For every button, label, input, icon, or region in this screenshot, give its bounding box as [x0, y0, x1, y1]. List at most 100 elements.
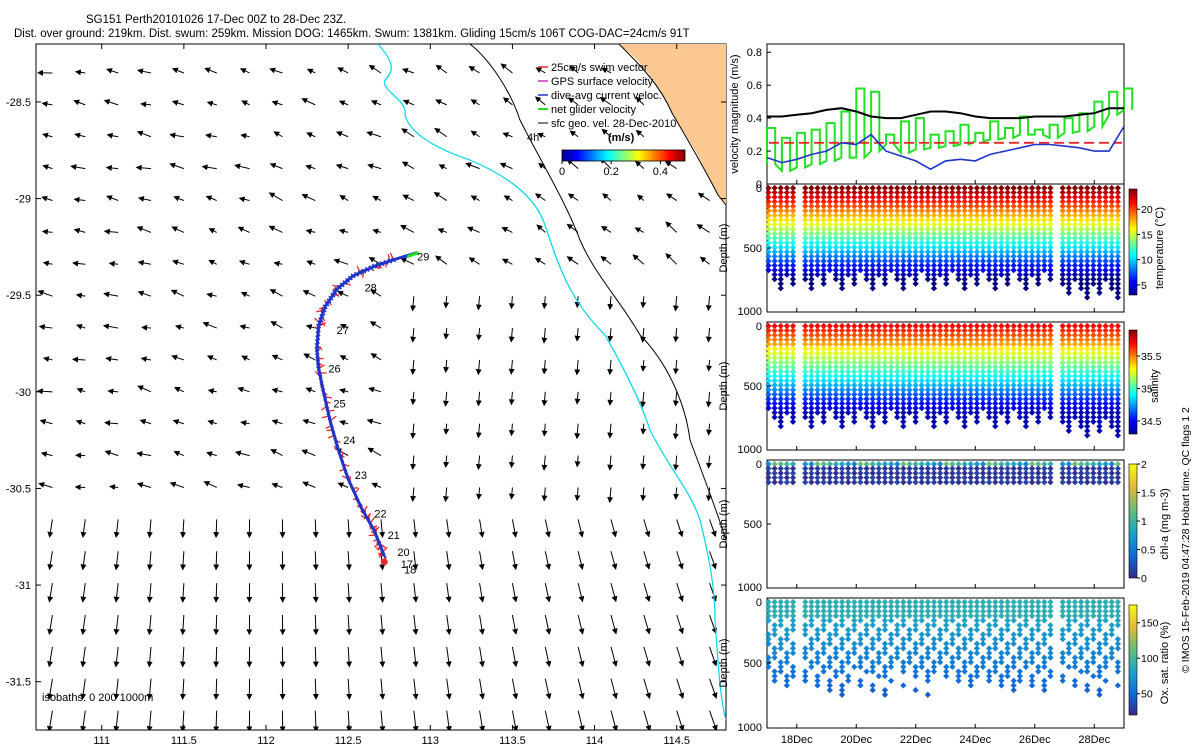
surface-velocity-arrow: [137, 196, 152, 202]
surface-velocity-arrow: [346, 678, 353, 700]
surface-velocity-arrow: [445, 646, 452, 668]
surface-velocity-arrow: [73, 196, 86, 203]
salinity-colorbar-tick-label: 35.5: [1141, 351, 1162, 363]
surface-velocity-arrow: [180, 583, 186, 603]
surface-velocity-arrow: [502, 132, 513, 138]
surface-velocity-arrow: [412, 583, 419, 603]
surface-velocity-arrow: [146, 614, 153, 636]
surface-velocity-arrow: [470, 130, 480, 138]
map-colorbar-tick-label: 0.4: [653, 166, 668, 178]
oxygen-colorbar-tick-label: 100: [1141, 653, 1159, 665]
surface-velocity-arrow: [338, 228, 349, 235]
surface-velocity-arrow: [676, 551, 684, 570]
surface-velocity-arrow: [468, 66, 480, 74]
temperature-sample: [777, 266, 784, 274]
velocity-ytick-label: 0.8: [747, 47, 762, 59]
legend-swim: 25cm/s swim vector: [551, 62, 648, 74]
surface-velocity-arrow: [273, 131, 283, 138]
surface-velocity-arrow: [72, 260, 86, 267]
temperature-depth-label: Depth (m): [718, 224, 730, 273]
surface-velocity-arrow: [213, 519, 220, 539]
surface-velocity-arrow: [206, 451, 217, 457]
surface-velocity-arrow: [541, 328, 548, 344]
surface-velocity-arrow: [42, 356, 53, 363]
oxygen-colorbar: [1128, 604, 1138, 716]
surface-velocity-arrow: [333, 258, 349, 265]
surface-velocity-arrow: [379, 614, 386, 636]
surface-velocity-arrow: [577, 646, 585, 668]
surface-velocity-arrow: [171, 100, 185, 106]
surface-velocity-arrow: [541, 455, 548, 471]
temperature-sample: [765, 262, 772, 269]
surface-velocity-arrow: [169, 481, 185, 488]
surface-velocity-arrow: [137, 385, 152, 393]
surface-velocity-arrow: [640, 391, 646, 408]
chla-colorbar-tick-label: 0: [1141, 573, 1147, 585]
surface-velocity-arrow: [103, 291, 119, 298]
surface-velocity-arrow: [203, 481, 217, 488]
surface-velocity-arrow: [643, 582, 651, 603]
surface-velocity-arrow: [511, 614, 519, 635]
surface-velocity-arrow: [541, 487, 548, 502]
salinity-depth-label: Depth (m): [718, 362, 730, 411]
dac-speed-line: [766, 125, 1125, 171]
surface-velocity-arrow: [346, 614, 353, 636]
surface-velocity-arrow: [37, 290, 53, 297]
surface-velocity-arrow: [237, 386, 250, 393]
temperature-sample: [869, 266, 876, 274]
surface-velocity-arrow: [171, 354, 185, 361]
surface-velocity-arrow: [478, 551, 485, 571]
surface-velocity-arrow: [136, 130, 152, 138]
track-day-label: 18: [404, 565, 416, 577]
temperature-sample: [771, 266, 778, 274]
surface-velocity-arrow: [137, 259, 152, 266]
surface-velocity-arrow: [601, 67, 612, 74]
surface-velocity-arrow: [676, 646, 685, 667]
surface-velocity-arrow: [213, 583, 220, 603]
map-xtick-label: 112.5: [335, 735, 362, 747]
temperature-sample: [783, 266, 790, 274]
surface-velocity-arrow: [339, 388, 349, 394]
surface-velocity-arrow: [410, 423, 417, 440]
surface-velocity-arrow: [179, 614, 186, 636]
surface-velocity-arrow: [306, 68, 316, 75]
salinity-depth-tick-label: 1000: [738, 444, 762, 456]
surface-velocity-arrow: [201, 164, 217, 171]
surface-velocity-arrow: [699, 256, 710, 265]
legend-gps: GPS surface velocity: [551, 76, 654, 88]
temperature-sample: [802, 257, 809, 265]
surface-velocity-arrow: [600, 255, 612, 265]
surface-velocity-arrow: [706, 423, 713, 436]
surface-velocity-arrow: [306, 132, 316, 138]
surface-velocity-arrow: [113, 583, 120, 603]
surface-velocity-arrow: [534, 193, 546, 201]
track-day-label: 20: [397, 547, 409, 559]
surface-velocity-arrow: [535, 67, 546, 74]
surface-velocity-arrow: [270, 321, 283, 329]
surface-velocity-arrow: [146, 519, 153, 539]
surface-velocity-arrow: [337, 290, 349, 297]
surface-velocity-arrow: [106, 132, 119, 139]
surface-velocity-arrow: [74, 132, 86, 139]
surface-velocity-arrow: [443, 328, 450, 340]
temperature-sample: [808, 266, 815, 274]
surface-velocity-arrow: [345, 551, 352, 571]
surface-velocity-arrow: [537, 132, 546, 139]
velocity-ytick-label: 0.4: [747, 113, 762, 125]
temperature-sample: [845, 266, 852, 274]
surface-velocity-arrow: [47, 646, 54, 668]
track-day-label: 25: [333, 398, 345, 410]
temperature-sample: [814, 262, 821, 269]
oxygen-depth-ticks: 0 500 1000: [738, 597, 771, 734]
surface-velocity-arrow: [240, 291, 250, 298]
surface-velocity-arrow: [241, 100, 250, 106]
net-velocity-line: [766, 87, 1134, 174]
surface-velocity-arrow: [41, 228, 53, 235]
surface-velocity-arrow: [173, 195, 185, 202]
velocity-axis-ticks: 0 0.2 0.4 0.6 0.8: [747, 47, 771, 191]
surface-velocity-arrow: [445, 614, 452, 636]
surface-velocity-arrow: [38, 324, 53, 331]
track-day-label: 26: [328, 364, 340, 376]
gps-speed-line: [767, 107, 1124, 120]
surface-velocity-arrow: [434, 127, 448, 138]
